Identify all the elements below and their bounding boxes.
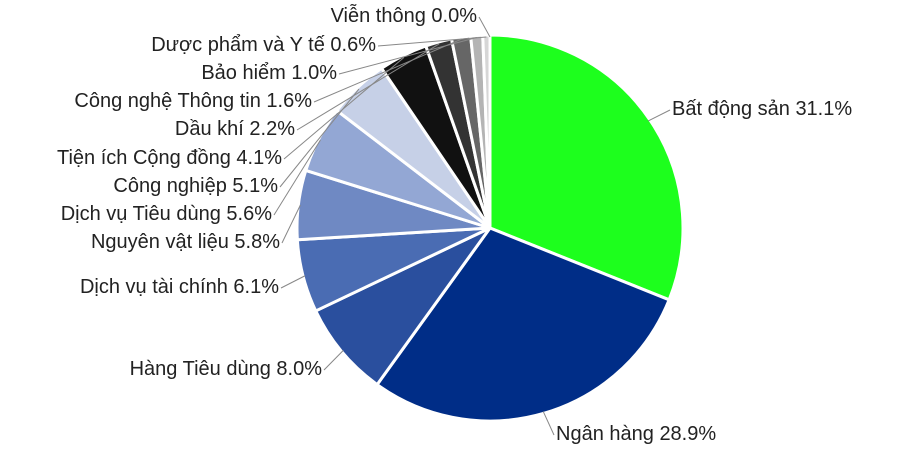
value-label: 5.6% (226, 203, 272, 225)
category-name: Công nghệ Thông tin (74, 90, 260, 112)
category-name: Dịch vụ Tiêu dùng (61, 203, 221, 225)
leader-line (281, 204, 301, 244)
category-name: Hàng Tiêu dùng (130, 358, 271, 380)
category-name: Bất động sản (672, 98, 790, 120)
leader-line (313, 38, 462, 103)
value-label: 1.6% (266, 90, 312, 112)
slice-label: Dịch vụ Tiêu dùng 5.6% (61, 203, 272, 225)
leader-line (279, 88, 360, 188)
category-name: Dược phẩm và Y tế (151, 34, 325, 56)
category-name: Công nghiệp (113, 175, 226, 197)
value-label: 5.8% (234, 231, 280, 253)
category-name: Bảo hiểm (201, 62, 286, 84)
slice-label: Dược phẩm và Y tế 0.6% (151, 34, 376, 56)
leader-line (280, 275, 306, 289)
leader-line (377, 36, 487, 47)
category-name: Ngân hàng (556, 423, 654, 445)
leader-line (647, 109, 671, 122)
slice-label: Dịch vụ tài chính 6.1% (80, 276, 279, 298)
value-label: 8.0% (276, 358, 322, 380)
slice-label: Dầu khí 2.2% (175, 118, 295, 140)
leader-line (478, 16, 491, 38)
category-name: Tiện ích Cộng đồng (57, 147, 231, 169)
leader-line (323, 349, 344, 371)
slice-label: Bảo hiểm 1.0% (201, 62, 337, 84)
category-name: Viễn thông (331, 4, 426, 27)
leader-line (273, 139, 321, 216)
leader-line (283, 57, 405, 160)
value-label: 31.1% (795, 98, 852, 120)
slice-label: Công nghiệp 5.1% (113, 175, 278, 197)
slice-label: Ngân hàng 28.9% (556, 423, 716, 445)
slice-label: Nguyên vật liệu 5.8% (91, 231, 280, 253)
slice-label: Công nghệ Thông tin 1.6% (74, 90, 312, 112)
slice-label: Viễn thông 0.0% (331, 4, 478, 27)
value-label: 0.6% (330, 34, 376, 56)
value-label: 28.9% (659, 423, 716, 445)
slice-label: Tiện ích Cộng đồng 4.1% (57, 147, 282, 169)
slice-label: Bất động sản 31.1% (672, 98, 852, 120)
leader-line (338, 36, 477, 75)
value-label: 4.1% (236, 147, 282, 169)
value-label: 6.1% (233, 276, 279, 298)
category-name: Dịch vụ tài chính (80, 276, 228, 298)
value-label: 1.0% (291, 62, 337, 84)
leader-line (542, 411, 555, 436)
value-label: 2.2% (249, 118, 295, 140)
category-name: Nguyên vật liệu (91, 231, 229, 253)
value-label: 5.1% (232, 175, 278, 197)
slice-label: Hàng Tiêu dùng 8.0% (130, 358, 323, 380)
category-name: Dầu khí (175, 118, 244, 140)
value-label: 0.0% (431, 5, 477, 27)
